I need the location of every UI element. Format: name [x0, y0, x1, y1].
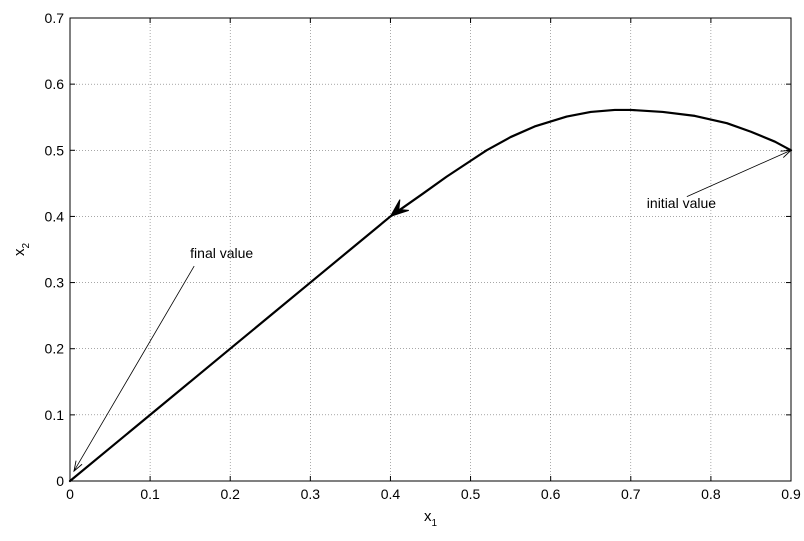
- x-tick-label: 0.9: [781, 486, 801, 502]
- y-tick-label: 0.3: [45, 275, 65, 291]
- grid: [70, 18, 791, 481]
- y-axis-label: x2: [11, 243, 32, 257]
- direction-arrowhead: [389, 199, 409, 218]
- x-tick-label: 0.1: [140, 486, 160, 502]
- annotation-arrow-line: [686, 149, 792, 197]
- y-tick-label: 0.2: [45, 341, 65, 357]
- annotations: initial value final value: [73, 149, 793, 473]
- plot-frame: [69, 17, 792, 482]
- y-axis-label-subscript: 2: [21, 243, 32, 249]
- x-tick-label: 0.6: [541, 486, 561, 502]
- x-tick-label: 0: [66, 486, 74, 502]
- x-tick-label: 0.2: [220, 486, 240, 502]
- y-tick-label: 0.5: [45, 142, 65, 158]
- trajectory-line: [68, 108, 793, 483]
- x-tick-label: 0.4: [381, 486, 401, 502]
- y-tick-label: 0.6: [45, 76, 65, 92]
- annotation-arrow-line: [73, 265, 195, 472]
- y-tick-label: 0: [56, 473, 64, 489]
- x-tick-label: 0.3: [301, 486, 321, 502]
- y-tick-label: 0.4: [45, 208, 65, 224]
- y-axis-label-main: x: [11, 248, 28, 256]
- series-layer: [68, 108, 793, 483]
- axis-ticks: 0 0.1 0.2 0.3 0.4 0.5 0.6 0.7 0.8 0.9 0 0.1 0.2 0.3 0.…: [45, 10, 801, 502]
- x-axis-label-main: x: [424, 508, 432, 525]
- initial-value-annotation: initial value: [647, 195, 716, 211]
- y-tick-label: 0.1: [45, 407, 65, 423]
- final-value-annotation: final value: [190, 245, 253, 261]
- x-axis-label: x1: [424, 508, 438, 529]
- annotation-arrowhead: [780, 149, 793, 158]
- annotation-arrowhead: [73, 460, 83, 473]
- y-tick-label: 0.7: [45, 10, 65, 26]
- x-tick-label: 0.8: [701, 486, 721, 502]
- x-tick-label: 0.5: [461, 486, 481, 502]
- x-axis-label-subscript: 1: [431, 518, 437, 529]
- x-tick-label: 0.7: [621, 486, 641, 502]
